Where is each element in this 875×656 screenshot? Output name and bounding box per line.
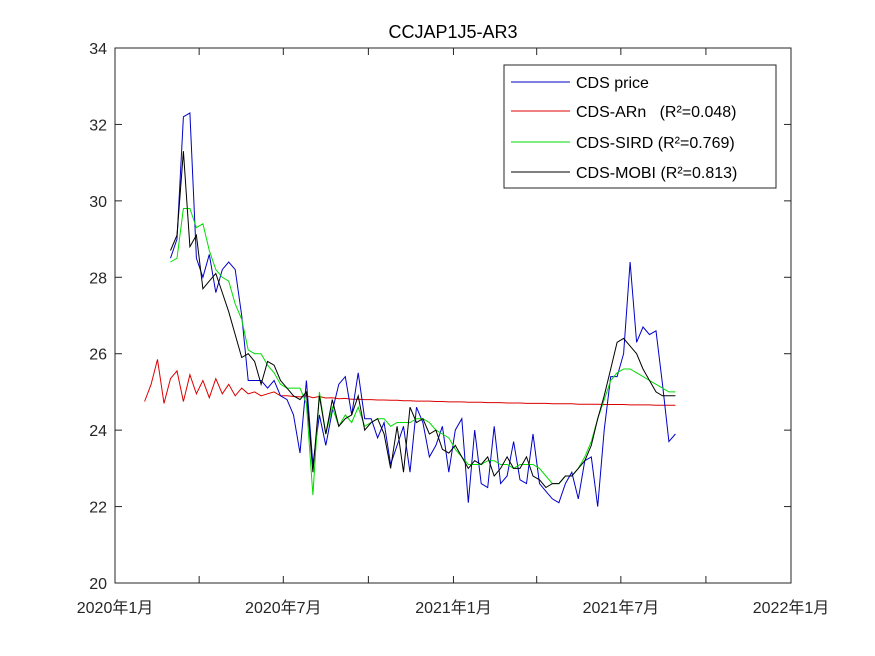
x-tick-label: 2021年1月 (415, 599, 492, 617)
series-line-cds-mobi (170, 151, 676, 489)
y-tick-label: 32 (89, 117, 107, 134)
legend-label-cds-sird: CDS-SIRD (R²=0.769) (576, 135, 735, 152)
x-tick-label: 2021年7月 (583, 599, 660, 617)
y-tick-label: 28 (89, 270, 107, 287)
y-tick-label: 20 (89, 576, 107, 593)
y-tick-label: 24 (89, 423, 107, 440)
chart-title: CCJAP1J5-AR3 (388, 22, 517, 42)
y-tick-label: 34 (89, 41, 107, 58)
legend-box (503, 64, 777, 189)
legend: CDS price CDS-ARn (R²=0.048) CDS-SIRD (R… (503, 64, 777, 189)
x-tick-label: 2020年1月 (77, 599, 154, 617)
y-tick-label: 26 (89, 347, 107, 364)
axis-layer: 20 22 24 26 28 30 32 34 2020年1月 2020年7月 2021年1月 202… (77, 41, 830, 617)
legend-label-cds-mobi: CDS-MOBI (R²=0.813) (576, 165, 737, 182)
legend-label-cds-price: CDS price (576, 75, 649, 92)
legend-label-cds-arn: CDS-ARn (R²=0.048) (576, 104, 737, 121)
series-line-cds-price (170, 112, 676, 507)
series-layer (144, 112, 676, 507)
x-tick-label: 2022年1月 (753, 599, 830, 617)
y-tick-label: 30 (89, 194, 107, 211)
y-tick-label: 22 (89, 500, 107, 517)
x-tick-label: 2020年7月 (245, 599, 322, 617)
series-line-cds-arn (144, 359, 676, 406)
